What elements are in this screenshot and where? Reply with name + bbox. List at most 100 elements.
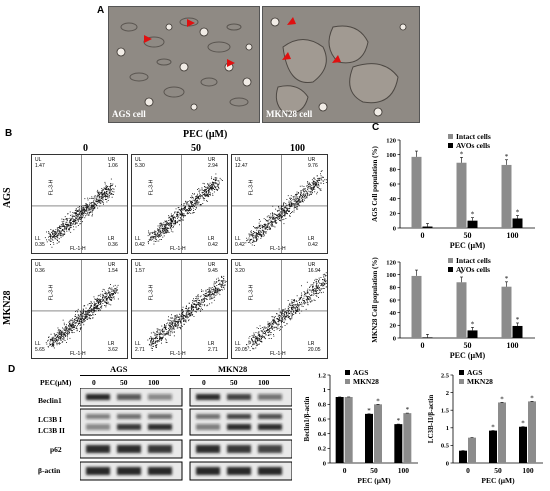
flow-x-axis-label: FL-1-H bbox=[270, 351, 286, 357]
quadrant-ur-label: UR bbox=[108, 262, 116, 268]
y-tick-label: 0.8 bbox=[318, 402, 327, 409]
y-tick-label: 40 bbox=[390, 310, 397, 317]
significance-marker: * bbox=[491, 424, 495, 432]
quadrant-ur-label: UR bbox=[208, 262, 216, 268]
legend-label: MKN28 bbox=[353, 377, 379, 386]
panel-label-c: C bbox=[372, 122, 380, 133]
y-tick-label: 0.6 bbox=[318, 416, 327, 423]
flow-row-mkn28: MKN28 bbox=[2, 290, 13, 325]
mkn28-cell-label: MKN28 cell bbox=[266, 109, 313, 119]
y-tick-label: 2 bbox=[446, 390, 449, 397]
significance-marker: * bbox=[460, 150, 464, 158]
y-tick-label: 60 bbox=[390, 181, 397, 188]
bar-mkn28-50 bbox=[374, 404, 382, 463]
y-tick-label: 20 bbox=[390, 323, 397, 330]
blot-row-beta-actin: β-actin bbox=[38, 466, 61, 475]
y-tick-label: 20 bbox=[390, 211, 397, 218]
y-tick-label: 2.5 bbox=[441, 372, 450, 379]
legend-label: AGS bbox=[467, 368, 482, 377]
y-tick-label: 0 bbox=[393, 225, 396, 232]
x-axis-label: PEC (μM) bbox=[481, 476, 515, 485]
flow-y-axis-label: FL-3-H bbox=[248, 179, 255, 196]
significance-marker: * bbox=[460, 270, 464, 278]
flow-x-axis-label: FL-1-H bbox=[170, 246, 186, 252]
bar-mkn28-0 bbox=[344, 397, 353, 463]
blot-conc-ags-100: 100 bbox=[148, 378, 160, 387]
x-axis-label: PEC (μM) bbox=[450, 241, 486, 250]
bar-ags-100 bbox=[519, 426, 527, 463]
flow-dots bbox=[147, 173, 223, 245]
quadrant-lr-value: 0.36 bbox=[108, 242, 118, 248]
flow-plot-1: UL 5.30 UR 2.94 LL 0.42 LR 0.42 FL-3-H FL-1-H bbox=[131, 154, 228, 254]
significance-marker: * bbox=[516, 316, 520, 324]
blot-row-p62: p62 bbox=[50, 445, 62, 454]
panel-label-b: B bbox=[5, 128, 13, 139]
significance-marker: * bbox=[471, 320, 475, 328]
bar-avos-cells-50 bbox=[467, 330, 478, 338]
y-tick-label: 1 bbox=[323, 387, 326, 394]
y-tick-label: 40 bbox=[390, 196, 397, 203]
quadrant-ll-label: LL bbox=[35, 341, 41, 347]
flow-x-axis-label: FL-1-H bbox=[170, 351, 186, 357]
blot-conc-mkn-0: 0 bbox=[202, 378, 206, 387]
quadrant-ur-value: 9.76 bbox=[308, 163, 318, 169]
flow-dots bbox=[147, 275, 227, 351]
y-tick-label: 1 bbox=[446, 425, 449, 432]
quadrant-ul-label: UL bbox=[235, 157, 242, 163]
quadrant-ll-value: 0.42 bbox=[235, 242, 245, 248]
bar-mkn28-100 bbox=[528, 401, 536, 463]
quadrant-ur-value: 1.54 bbox=[108, 268, 118, 274]
chart-lc3b-ratio: 0 0.5 1 1.5 2 2.5 0 * * 50 * * 100 PEC (μM) LC3B-II/β-… bbox=[427, 368, 543, 485]
blot-row-lc3b-ii: LC3B II bbox=[38, 426, 65, 435]
bar-avos-cells-0 bbox=[422, 337, 433, 338]
flow-y-axis-label: FL-3-H bbox=[248, 284, 255, 301]
quadrant-ur-label: UR bbox=[208, 157, 216, 163]
significance-marker: * bbox=[500, 395, 504, 403]
panel-label-d: D bbox=[8, 364, 16, 375]
x-axis-label: PEC (μM) bbox=[450, 351, 486, 360]
flow-dots bbox=[45, 284, 119, 349]
quadrant-lr-label: LR bbox=[108, 341, 115, 347]
y-axis-label: LC3B-II/β-actin bbox=[427, 395, 435, 444]
legend-swatch bbox=[459, 379, 464, 384]
y-tick-label: 0.5 bbox=[441, 443, 450, 450]
chart-ags-population: 0 20 40 60 80 100 120 0 * * 50 * * 100 PEC (μM) AGS Cel… bbox=[371, 132, 535, 250]
quadrant-lr-value: 20.05 bbox=[308, 347, 321, 353]
x-tick-label: 100 bbox=[398, 466, 410, 475]
chart-beclin1-ratio: 0 0.2 0.4 0.6 0.8 1 1.2 0 * * 50 * * 100 PEC (μM) Becli… bbox=[303, 368, 418, 485]
bar-avos-cells-50 bbox=[467, 220, 478, 228]
blot-row-lc3b-i: LC3B I bbox=[38, 415, 62, 424]
significance-marker: * bbox=[367, 407, 371, 415]
bar-ags-50 bbox=[365, 413, 373, 463]
blot-conc-ags-50: 50 bbox=[120, 378, 128, 387]
y-tick-label: 0 bbox=[446, 460, 449, 467]
quadrant-lr-value: 2.71 bbox=[208, 347, 218, 353]
flow-row-ags: AGS bbox=[2, 187, 13, 208]
quadrant-ll-label: LL bbox=[235, 341, 241, 347]
significance-marker: * bbox=[406, 406, 410, 414]
flow-y-axis-label: FL-3-H bbox=[148, 284, 155, 301]
quadrant-ur-label: UR bbox=[308, 262, 316, 268]
blot-conc-label: PEC(μM) bbox=[40, 378, 72, 387]
bar-intact-cells-0 bbox=[411, 275, 422, 338]
y-tick-label: 0 bbox=[393, 335, 396, 342]
legend-swatch bbox=[448, 134, 453, 139]
bar-avos-cells-0 bbox=[422, 226, 433, 228]
x-tick-label: 50 bbox=[370, 466, 378, 475]
legend-label: MKN28 bbox=[467, 377, 493, 386]
x-tick-label: 50 bbox=[464, 341, 472, 350]
significance-marker: * bbox=[471, 211, 475, 219]
quadrant-ul-label: UL bbox=[235, 262, 242, 268]
quadrant-ul-label: UL bbox=[35, 262, 42, 268]
quadrant-lr-label: LR bbox=[308, 236, 315, 242]
flow-plot-5: UL 3.20 UR 16.94 LL 20.05 LR 20.05 FL-3-H FL-1-H bbox=[231, 259, 328, 359]
quadrant-lr-label: LR bbox=[108, 236, 115, 242]
legend-swatch bbox=[448, 258, 453, 263]
y-axis-label: AGS Cell population (%) bbox=[371, 146, 379, 222]
flow-col-0: 0 bbox=[83, 143, 88, 154]
quadrant-lr-label: LR bbox=[208, 341, 215, 347]
x-tick-label: 0 bbox=[421, 341, 425, 350]
y-tick-label: 1.2 bbox=[318, 372, 326, 379]
y-axis-label: MKN28 Cell population (%) bbox=[371, 257, 379, 343]
blot-title-mkn28: MKN28 bbox=[218, 364, 248, 374]
